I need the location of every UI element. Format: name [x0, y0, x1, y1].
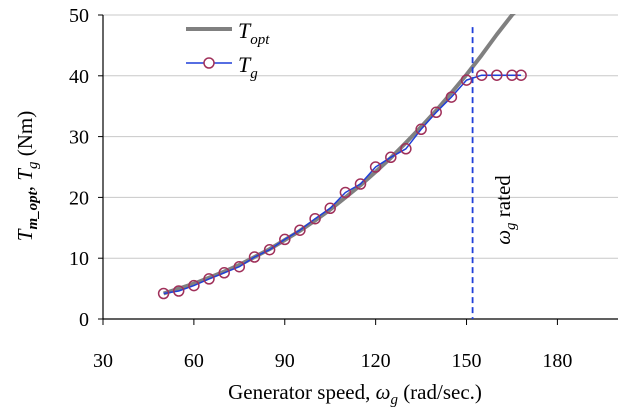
data-point-t-g	[491, 69, 503, 81]
data-point-t-g	[385, 151, 397, 164]
data-point-t-g	[188, 279, 200, 292]
x-tick-label: 120	[361, 350, 391, 372]
y-tick-label: 0	[79, 309, 89, 331]
y-tick-label: 30	[69, 127, 89, 149]
data-point-t-g	[248, 251, 261, 263]
data-point-t-g	[157, 287, 170, 300]
grid	[103, 14, 618, 259]
x-tick-label: 180	[542, 350, 572, 372]
data-point-t-g	[415, 123, 427, 136]
axes	[98, 14, 618, 325]
data-point-t-g	[294, 224, 306, 236]
data-point-t-g	[460, 74, 473, 86]
data-point-t-g	[324, 202, 336, 215]
data-point-t-g	[279, 233, 291, 246]
data-point-t-g	[339, 186, 352, 199]
data-point-t-g	[263, 243, 276, 256]
y-axis-label: Tm_opt, Tg (Nm)	[13, 111, 41, 241]
data-point-t-g	[475, 69, 488, 81]
data-point-t-g	[445, 91, 458, 103]
data-point-t-g	[218, 267, 230, 279]
data-point-t-g	[369, 161, 382, 173]
x-axis-label: Generator speed, ωg (rad/sec.)	[228, 380, 482, 408]
legend-label-t-opt: Topt	[238, 18, 270, 48]
x-tick-label: 60	[184, 350, 204, 372]
data-point-t-g	[400, 143, 412, 155]
x-tick-label: 150	[452, 350, 482, 372]
plot-area	[157, 14, 527, 319]
data-point-t-g	[172, 285, 185, 297]
legend-label-t-g: Tg	[238, 52, 258, 82]
legend-marker-t-g	[203, 57, 215, 69]
x-tick-label: 30	[93, 350, 113, 372]
data-point-t-g	[506, 69, 518, 81]
legend: Topt Tg	[186, 18, 270, 82]
y-tick-label: 10	[69, 248, 89, 270]
data-point-t-g	[309, 212, 321, 225]
data-point-t-g	[430, 106, 442, 119]
data-point-t-g	[354, 178, 367, 190]
x-tick-label: 90	[275, 350, 295, 372]
data-point-t-g	[515, 69, 527, 81]
y-tick-label: 50	[69, 5, 89, 27]
data-point-t-g	[203, 273, 215, 285]
data-point-t-g	[233, 260, 246, 273]
tick-labels: 0 10 20 30 40 50 30 60 90 120 150 180	[69, 5, 572, 372]
y-tick-label: 20	[69, 187, 89, 209]
series-line-t-g	[163, 74, 522, 295]
rated-speed-annotation: ωg rated	[491, 175, 519, 245]
y-tick-label: 40	[69, 66, 89, 88]
